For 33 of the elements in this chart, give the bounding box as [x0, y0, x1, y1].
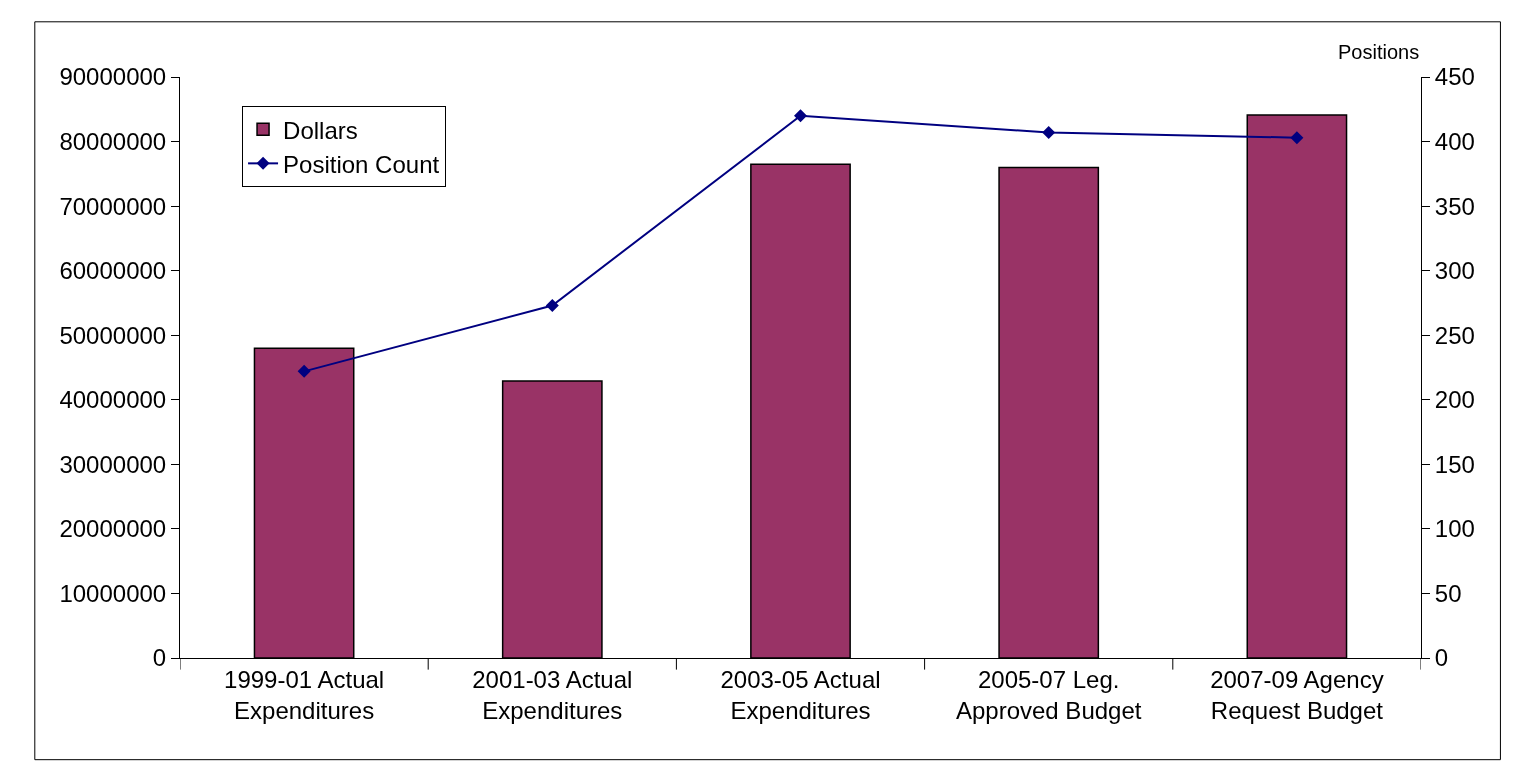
x-tick-label: 2007-09 Agency Request Budget — [1210, 665, 1384, 724]
point — [545, 299, 559, 313]
point — [794, 109, 807, 123]
y-tick-label: 70000000 — [59, 192, 167, 220]
y2-tick-label: 100 — [1434, 515, 1475, 543]
y-tick-label: 20000000 — [59, 515, 167, 543]
point — [1290, 131, 1304, 145]
y2-tick-label: 350 — [1434, 192, 1475, 220]
x-tick-label: 2003-05 Actual Expenditures — [720, 665, 881, 724]
y2-tick-label: 400 — [1434, 127, 1475, 155]
y-tick-label: 60000000 — [59, 257, 167, 285]
y2-tick-label: 300 — [1434, 257, 1475, 285]
y-tick-label: 90000000 — [59, 63, 167, 91]
y-tick-label: 0 — [152, 644, 167, 672]
y2-axis-title: Positions — [1338, 41, 1420, 63]
y2-tick-label: 0 — [1434, 644, 1449, 672]
y2-tick-label: 150 — [1434, 450, 1475, 478]
point — [1042, 126, 1056, 140]
legend-label: Position Count — [283, 150, 440, 178]
y-tick-label: 30000000 — [59, 450, 167, 478]
y2-tick-label: 200 — [1434, 386, 1475, 414]
y-tick-label: 50000000 — [59, 321, 167, 349]
y2-tick-label: 450 — [1434, 63, 1475, 91]
y2-tick-label: 50 — [1434, 579, 1462, 607]
y-tick-label: 10000000 — [59, 579, 167, 607]
x-tick-label: 2001-03 Actual Expenditures — [472, 665, 633, 724]
y2-tick-label: 250 — [1434, 321, 1475, 349]
x-tick-label: 1999-01 Actual Expenditures — [224, 665, 385, 724]
legend-label: Dollars — [283, 116, 358, 144]
y-tick-label: 80000000 — [59, 127, 167, 155]
x-tick-label: 2005-07 Leg. Approved Budget — [955, 665, 1142, 724]
y-tick-label: 40000000 — [59, 386, 167, 414]
point — [297, 364, 311, 378]
